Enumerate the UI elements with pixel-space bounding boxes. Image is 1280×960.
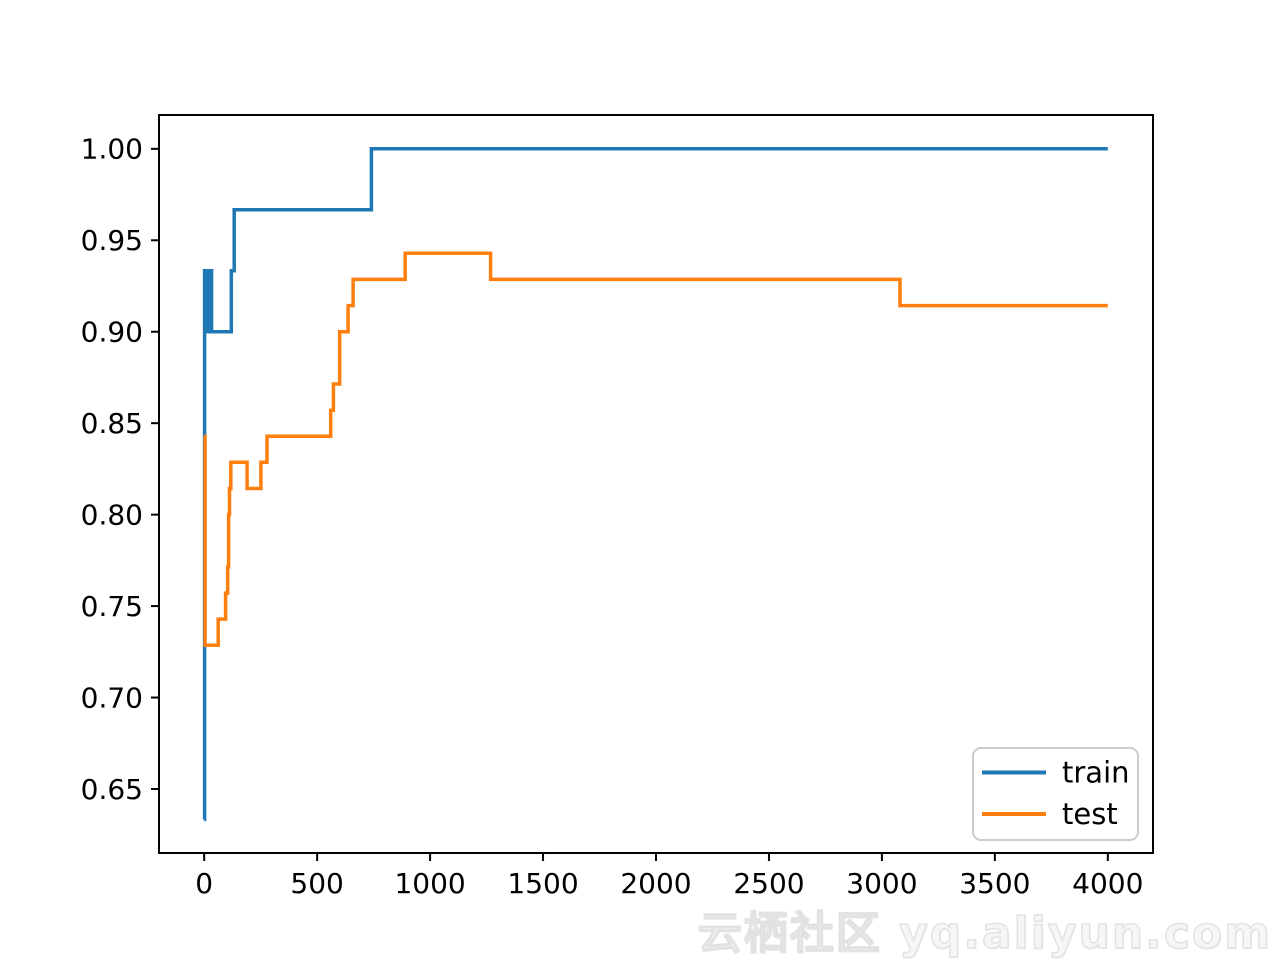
y-tick-label: 0.90 (81, 316, 143, 349)
series-line-test (203, 251, 1108, 647)
y-tick-label: 1.00 (81, 133, 143, 166)
y-tick-label: 0.70 (81, 681, 143, 714)
y-tick-label: 0.65 (81, 773, 143, 806)
x-tick-label: 4000 (1072, 867, 1143, 900)
x-tick-label: 1000 (394, 867, 465, 900)
x-tick-label: 2000 (620, 867, 691, 900)
x-tick-label: 500 (290, 867, 343, 900)
legend-label-train: train (1062, 756, 1130, 790)
x-tick-label: 0 (195, 867, 213, 900)
x-tick-label: 2500 (733, 867, 804, 900)
legend-label-test: test (1062, 797, 1118, 831)
x-tick-label: 3500 (959, 867, 1030, 900)
y-tick-label: 0.85 (81, 407, 143, 440)
y-tick-label: 0.80 (81, 498, 143, 531)
x-tick-label: 1500 (507, 867, 578, 900)
series-line-train (202, 147, 1108, 822)
plot-border (158, 114, 1154, 854)
legend: train test (972, 747, 1139, 841)
y-tick-label: 0.75 (81, 590, 143, 623)
x-tick-label: 3000 (846, 867, 917, 900)
y-tick-label: 0.95 (81, 224, 143, 257)
